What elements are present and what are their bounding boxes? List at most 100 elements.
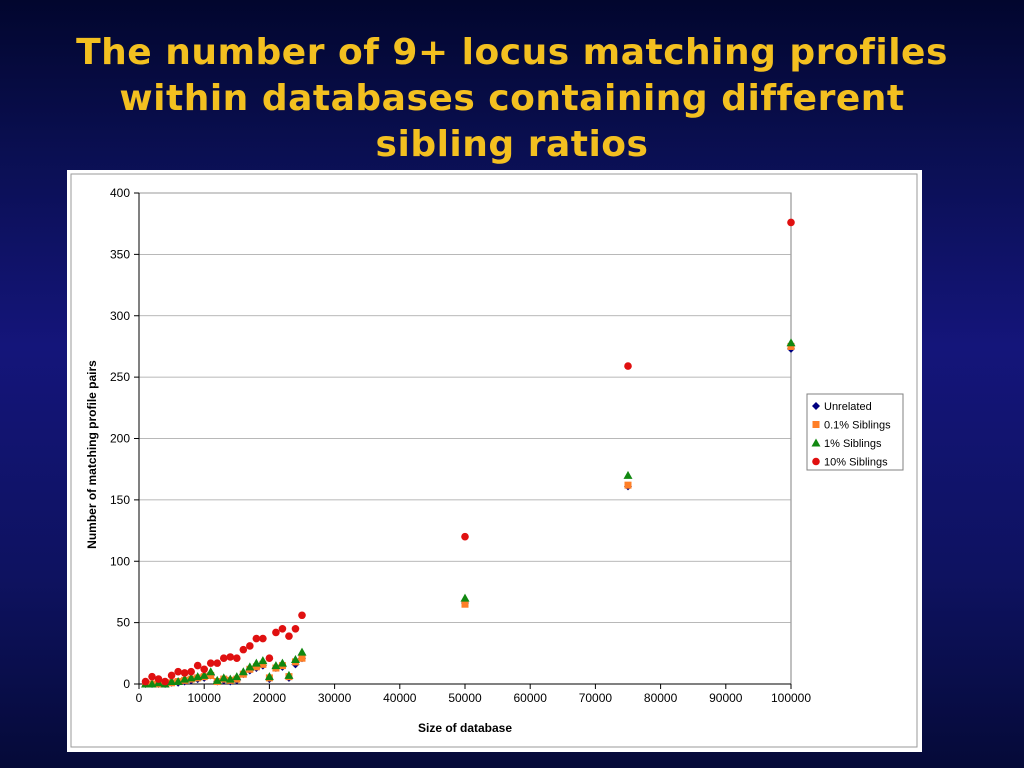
data-point [624,481,632,489]
data-point [624,362,632,370]
slide-title: The number of 9+ locus matching profiles… [0,30,1024,168]
data-point [272,628,280,637]
data-point [259,660,267,668]
data-point [180,669,189,677]
data-point [278,624,287,633]
x-tick-label: 80000 [644,691,678,705]
data-point [251,658,261,667]
data-point [206,659,215,667]
data-point [290,654,300,663]
legend-box [806,393,904,471]
x-tick-label: 50000 [448,691,482,705]
y-tick-label: 200 [110,432,130,446]
legend-marker [812,402,820,410]
x-tick-label: 60000 [514,691,548,705]
x-tick-label: 90000 [709,691,743,705]
data-point [246,642,254,650]
legend-label: 1% Siblings [824,438,882,450]
data-point [206,667,216,676]
legend-entry: 1% Siblings [811,438,882,450]
data-point [245,662,255,671]
data-point [200,665,208,674]
x-tick-label: 20000 [253,691,287,705]
y-tick-label: 0 [123,677,130,691]
x-tick-label: 40000 [383,691,417,705]
data-point [167,671,176,680]
data-point [154,675,163,683]
data-point [207,671,215,679]
data-point [623,470,633,479]
data-point [180,674,190,683]
data-point [239,645,248,654]
legend-entry: Unrelated [812,401,872,413]
data-point [460,593,470,602]
scatter-chart: 0 50 100 150 200 250 300 350 400 0 10000 20000 30000… [70,173,918,748]
slide-title-line-1: The number of 9+ locus matching profiles [76,32,948,73]
x-tick-label: 70000 [579,691,613,705]
legend-label: Unrelated [824,401,872,413]
legend-label: 0.1% Siblings [824,420,891,432]
data-point [232,672,242,681]
legend-entry: 0.1% Siblings [812,420,891,432]
x-tick-label: 0 [136,691,143,705]
y-tick-label: 400 [110,186,130,200]
data-point [187,667,195,676]
data-point [147,679,157,688]
x-axis-title: Size of database [418,721,512,735]
y-tick-label: 50 [117,616,131,630]
data-point [148,672,156,681]
legend-entry: 10% Siblings [812,457,888,469]
data-point [284,670,294,679]
slide-title-line-2: within databases containing different [119,78,905,119]
y-tick-label: 150 [110,493,130,507]
x-tick-label: 10000 [188,691,222,705]
data-point [285,632,293,640]
data-point [193,672,203,681]
data-point [258,656,268,665]
data-point [167,677,177,686]
data-point [297,647,307,656]
legend-marker [812,421,820,428]
data-point [225,674,235,683]
data-point [787,218,795,227]
data-point [173,677,183,686]
data-point [271,661,281,670]
data-point [213,659,222,667]
data-point [199,670,209,679]
data-point [252,663,260,671]
x-tick-label: 100000 [771,691,811,705]
data-point [264,672,274,681]
data-point [277,658,287,667]
data-point [786,338,796,347]
slide-title-line-3: sibling ratios [375,124,649,165]
chart-frame: 0 50 100 150 200 250 300 350 400 0 10000 20000 30000… [67,170,922,752]
data-point [461,532,469,541]
data-point [186,673,196,682]
legend-marker [812,457,820,466]
data-point [219,654,228,663]
data-point [787,342,795,350]
data-point [193,661,202,670]
data-point [265,654,274,663]
data-point [259,634,267,643]
legend-label: 10% Siblings [824,457,888,469]
y-tick-label: 100 [110,554,130,568]
y-tick-label: 250 [110,370,130,384]
data-point [141,677,150,686]
data-point [238,667,248,676]
data-point [226,653,235,661]
data-point [161,677,169,686]
y-tick-label: 350 [110,247,130,261]
data-point [291,624,300,633]
data-point [174,667,182,676]
data-point [461,600,469,608]
y-axis-title: Number of matching profile pairs [85,360,99,549]
x-tick-label: 30000 [318,691,352,705]
data-point [298,611,306,620]
y-tick-label: 300 [110,309,130,323]
data-point [252,634,261,643]
data-point [298,654,306,662]
series-10-siblings [141,218,795,686]
data-point [219,673,229,682]
legend-marker [811,438,821,447]
